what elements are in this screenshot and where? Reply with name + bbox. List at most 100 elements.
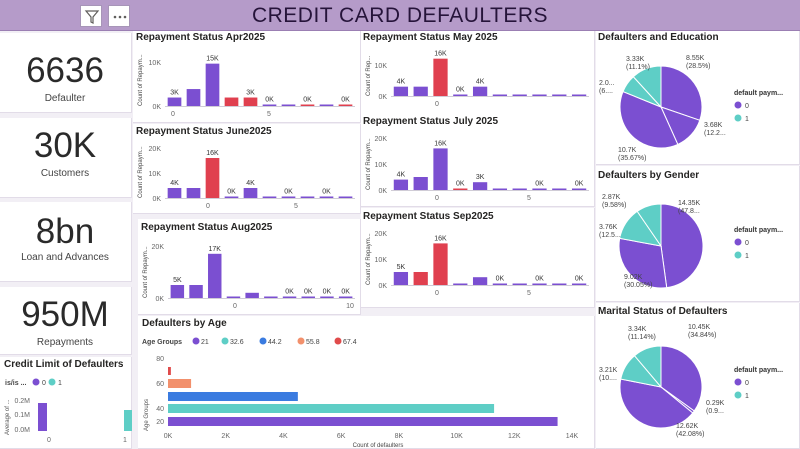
bar[interactable] [281, 196, 296, 199]
x-tick: 0 [171, 111, 175, 118]
bar[interactable] [512, 94, 527, 97]
bar[interactable] [300, 196, 315, 199]
bar[interactable] [433, 243, 448, 285]
bar[interactable] [492, 94, 508, 97]
bar[interactable] [338, 296, 353, 299]
bar[interactable] [186, 188, 201, 198]
bar[interactable] [168, 367, 171, 375]
pie-slice[interactable] [632, 65, 662, 109]
bar[interactable] [189, 285, 203, 298]
bar[interactable] [205, 63, 220, 106]
bar[interactable] [393, 86, 409, 96]
pie-slice[interactable] [636, 203, 662, 248]
bar[interactable] [281, 104, 296, 107]
slice-value-label: 3.21K [599, 367, 618, 374]
bar[interactable] [552, 283, 567, 286]
repayment-june-chart: Count of Repaym... 20K 10K 0K 4K 16K 0K 4K 0K 0K 0… [138, 146, 355, 210]
bar[interactable] [320, 296, 334, 299]
filter-button[interactable] [80, 5, 102, 27]
pie-slice[interactable] [619, 378, 694, 429]
bar[interactable] [262, 196, 277, 199]
x-tick: 0 [435, 101, 439, 108]
slice-percent-label: (0.9... [706, 408, 724, 415]
bar[interactable] [413, 86, 428, 96]
bar[interactable] [167, 188, 182, 198]
bar[interactable] [571, 94, 587, 97]
bar[interactable] [532, 94, 547, 97]
bar[interactable] [282, 296, 297, 299]
bar[interactable] [338, 196, 353, 199]
repayment-may-chart: Count of Rep... 10K 0K 4K 16K 0K 4K 0 [366, 51, 589, 108]
bar[interactable] [300, 104, 315, 107]
slice-value-label: 10.45K [688, 324, 711, 331]
bar[interactable] [413, 177, 428, 190]
legend-label: 0 [745, 380, 749, 387]
bar[interactable] [472, 277, 488, 285]
pie-slice[interactable] [660, 203, 704, 289]
y-tick: 20K [375, 231, 388, 238]
legend-label: 0 [745, 240, 749, 247]
bar[interactable] [393, 179, 409, 190]
bar[interactable] [319, 196, 334, 199]
bar[interactable] [168, 417, 558, 426]
pie-slice[interactable] [660, 65, 703, 121]
data-label: 16K [434, 235, 447, 242]
bar[interactable] [433, 58, 448, 96]
bar[interactable] [224, 196, 239, 199]
bar[interactable] [393, 272, 409, 285]
bar[interactable] [186, 89, 201, 106]
bar[interactable] [552, 94, 567, 97]
y-axis-label: Count of Repaym... [143, 246, 149, 298]
pie-slice[interactable] [618, 237, 668, 289]
bar[interactable] [205, 158, 220, 198]
bar[interactable] [532, 283, 547, 286]
bar[interactable] [453, 283, 468, 286]
bar[interactable] [224, 97, 239, 106]
bar[interactable] [472, 86, 488, 96]
bar-1[interactable] [124, 410, 132, 431]
bar[interactable] [243, 97, 258, 106]
legend-dot [734, 251, 742, 259]
bar[interactable] [492, 283, 508, 286]
bar[interactable] [453, 94, 468, 97]
bar[interactable] [319, 104, 334, 107]
bar[interactable] [338, 104, 353, 107]
bar[interactable] [492, 188, 508, 191]
bar[interactable] [433, 148, 448, 190]
bar[interactable] [168, 379, 192, 388]
bar[interactable] [453, 188, 468, 191]
bar[interactable] [245, 292, 259, 298]
bar[interactable] [532, 188, 547, 191]
bar[interactable] [167, 97, 182, 106]
legend-label: 1 [745, 253, 749, 260]
slice-percent-label: (10.... [599, 375, 617, 382]
legend-label: 21 [201, 339, 209, 346]
bar[interactable] [301, 296, 315, 299]
bar[interactable] [168, 404, 495, 413]
pie-slice[interactable] [633, 345, 662, 389]
more-options-button[interactable] [108, 5, 130, 27]
bar[interactable] [571, 188, 587, 191]
bar[interactable] [552, 188, 567, 191]
data-label: 16K [206, 150, 219, 157]
bar[interactable] [571, 283, 587, 286]
bar[interactable] [413, 272, 428, 285]
bar-0[interactable] [38, 403, 47, 431]
bar[interactable] [208, 253, 222, 298]
legend-dot [192, 337, 200, 345]
bar[interactable] [243, 188, 258, 198]
bar[interactable] [226, 296, 241, 299]
bar[interactable] [512, 283, 527, 286]
more-options-icon [113, 15, 127, 19]
pie-slice[interactable] [619, 90, 679, 149]
pie-slice[interactable] [660, 345, 703, 412]
bar[interactable] [472, 182, 488, 190]
bar[interactable] [170, 285, 185, 298]
legend-dot [734, 101, 742, 109]
bar[interactable] [512, 188, 527, 191]
x-tick: 0 [435, 195, 439, 202]
bar[interactable] [264, 296, 278, 299]
legend-title: default paym... [734, 90, 783, 97]
bar[interactable] [168, 392, 298, 401]
bar[interactable] [262, 104, 277, 107]
